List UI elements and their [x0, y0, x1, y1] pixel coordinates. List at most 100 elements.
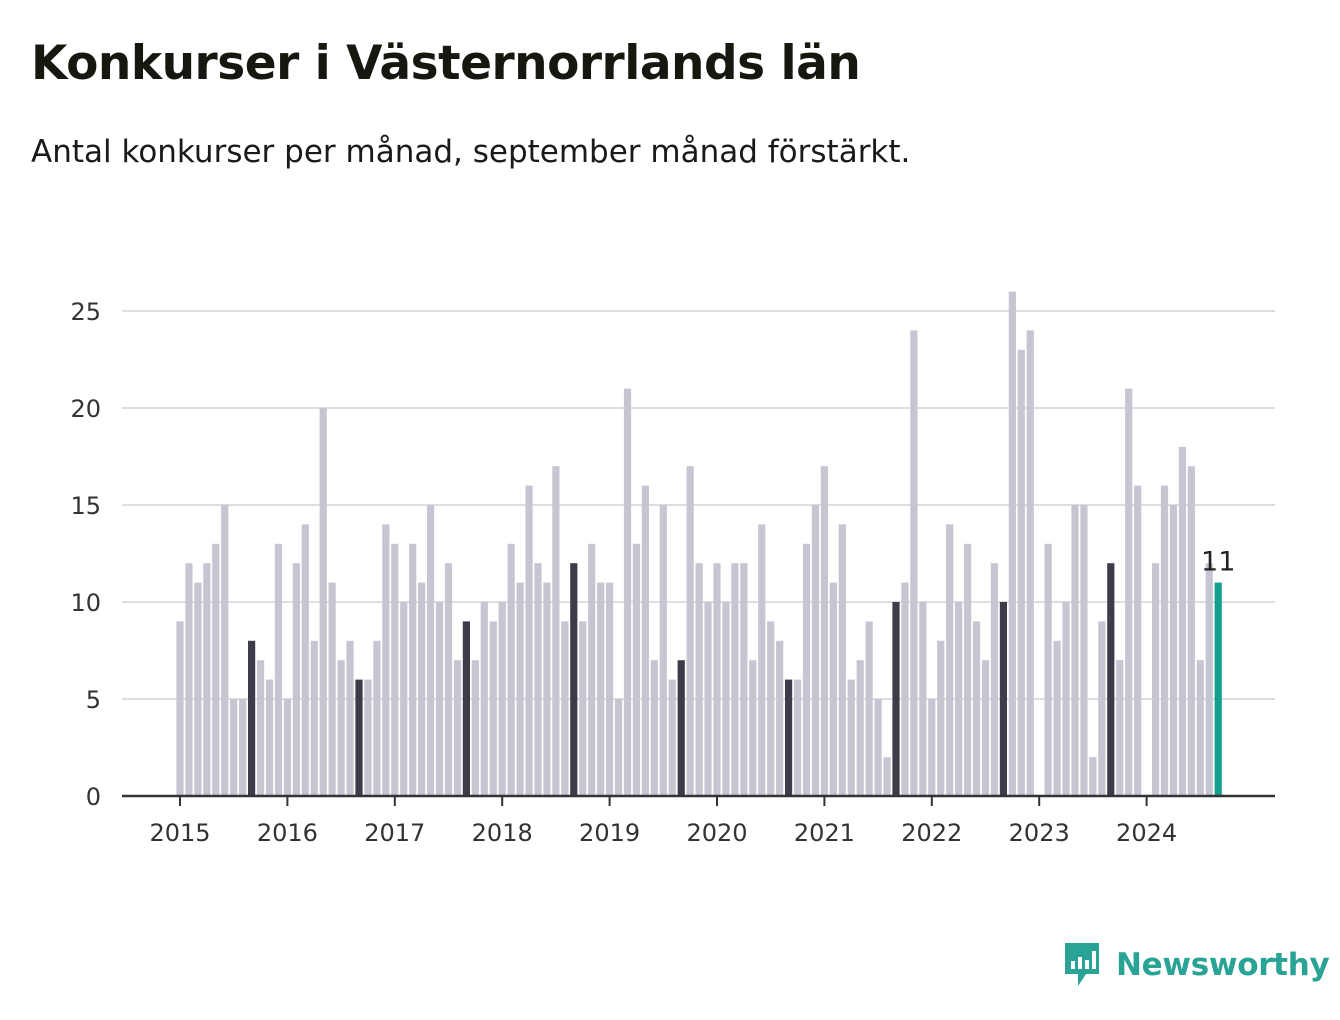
bar: [346, 640, 354, 796]
x-tick-label: 2015: [149, 819, 210, 847]
bar: [221, 505, 229, 796]
bar: [767, 621, 775, 796]
bar: [910, 330, 918, 796]
x-tick-label: 2024: [1116, 819, 1177, 847]
bar: [990, 563, 999, 796]
bar: [972, 621, 981, 796]
bar: [1178, 446, 1186, 796]
x-tick-label: 2023: [1009, 819, 1070, 847]
bar: [176, 621, 184, 796]
x-tick-label: 2022: [901, 819, 962, 847]
bar: [1151, 563, 1160, 796]
bar: [713, 563, 721, 796]
bar: [534, 563, 542, 796]
bar: [185, 563, 193, 796]
bar-september: [355, 679, 363, 796]
bar: [1080, 505, 1088, 796]
bar: [283, 699, 291, 796]
bar: [749, 660, 757, 796]
x-tick-label: 2018: [472, 819, 533, 847]
bar: [552, 466, 560, 796]
bar-september: [999, 602, 1007, 796]
bar: [292, 563, 300, 796]
bar: [1026, 330, 1034, 796]
y-tick-label: 20: [70, 395, 101, 423]
bar: [740, 563, 748, 796]
bar: [239, 699, 247, 796]
bar: [579, 621, 587, 796]
bar: [1116, 660, 1124, 796]
bar: [391, 543, 399, 796]
bar: [1053, 640, 1061, 796]
bar: [301, 524, 309, 796]
bar: [310, 640, 318, 796]
x-tick-label: 2021: [794, 819, 855, 847]
bar: [668, 679, 676, 796]
data-labels: 11: [1201, 547, 1235, 578]
bar-chart-speech-bubble-icon: [1065, 943, 1099, 986]
bar: [453, 660, 462, 796]
bar: [650, 660, 658, 796]
bar: [588, 543, 596, 796]
chart-subtitle: Antal konkurser per månad, september mån…: [31, 134, 911, 170]
bar: [274, 543, 283, 796]
bar: [758, 524, 766, 796]
bar-latest: [1214, 582, 1222, 796]
bar: [597, 582, 605, 796]
y-tick-label: 5: [86, 686, 101, 714]
y-tick-label: 10: [70, 589, 101, 617]
bar: [901, 582, 909, 796]
y-tick-label: 0: [86, 783, 101, 811]
bar-september: [892, 602, 900, 796]
bar: [543, 582, 551, 796]
bar: [194, 582, 202, 796]
bar: [722, 602, 730, 796]
bar-september: [462, 621, 470, 796]
bar-september: [677, 660, 685, 796]
bar: [373, 640, 381, 796]
bar: [561, 621, 569, 796]
bar: [981, 660, 990, 796]
bar: [856, 660, 864, 796]
bar-september: [570, 563, 578, 796]
bar: [1134, 485, 1142, 796]
bar: [382, 524, 390, 796]
bars: [176, 291, 1222, 796]
bar: [1062, 602, 1070, 796]
y-axis-tick-labels: 0 5 10 15 20 25: [70, 298, 101, 811]
x-axis: [122, 794, 1275, 806]
bar: [328, 582, 336, 796]
bar: [427, 505, 435, 796]
bar: [525, 485, 533, 796]
bar: [606, 582, 614, 796]
bar: [498, 602, 506, 796]
bar: [1089, 757, 1097, 796]
bar: [1098, 621, 1106, 796]
bar: [838, 524, 846, 796]
bar: [874, 699, 882, 796]
bar: [337, 660, 345, 796]
bar: [928, 699, 936, 796]
bar: [1196, 660, 1204, 796]
bar: [471, 660, 479, 796]
bar: [919, 602, 927, 796]
bar: [265, 679, 274, 796]
bar: [212, 543, 220, 796]
bar: [820, 466, 828, 796]
bar-september: [785, 679, 793, 796]
bar: [686, 466, 694, 796]
bar: [435, 602, 444, 796]
bar: [964, 543, 972, 796]
x-tick-label: 2017: [364, 819, 425, 847]
bar: [364, 679, 372, 796]
brand-name: Newsworthy: [1116, 947, 1330, 983]
bar: [1160, 485, 1169, 796]
bar: [507, 543, 515, 796]
bar: [811, 505, 820, 796]
bar: [865, 621, 873, 796]
bar: [776, 640, 784, 796]
bar: [731, 563, 739, 796]
x-axis-tick-labels: 2015 2016 2017 2018 2019 2020 2021 2022 2023 2024: [149, 819, 1177, 847]
bar: [230, 699, 238, 796]
